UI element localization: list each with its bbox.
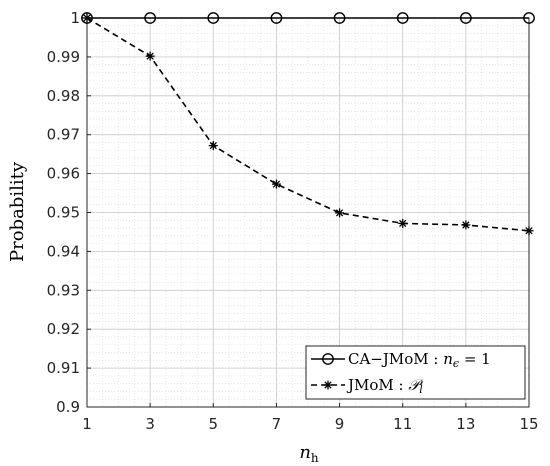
legend-label-series-1: CA−JMoM : nϵ = 1 <box>348 350 491 370</box>
x-tick-label: 11 <box>393 415 412 433</box>
y-tick-label: 0.91 <box>47 359 80 377</box>
series-2-point <box>524 226 534 236</box>
series-2-point <box>271 179 281 189</box>
y-tick-label: 0.9 <box>56 398 80 416</box>
y-tick-label: 0.93 <box>47 281 80 299</box>
legend-label-series-1-sub: ϵ <box>453 357 459 370</box>
series-1-point <box>333 12 346 24</box>
series-1-point <box>144 12 157 24</box>
legend-label-series-2-text: JMoM : <box>346 376 408 394</box>
legend-label-series-1-rest: = 1 <box>459 350 491 368</box>
x-tick-label: 3 <box>145 415 155 433</box>
series-layer <box>81 12 535 236</box>
series-2-point <box>82 13 92 23</box>
y-tick-label: 0.92 <box>47 320 80 338</box>
series-2-point <box>145 51 155 61</box>
x-tick-label: 13 <box>456 415 475 433</box>
x-axis-label-main: n <box>299 442 311 463</box>
legend-box <box>305 345 526 400</box>
series-1-point <box>523 12 535 24</box>
y-tick-label: 0.96 <box>47 165 80 183</box>
x-axis-label-sub: h <box>311 451 319 465</box>
x-axis-ticks: 1 3 5 7 9 11 13 15 <box>82 403 539 433</box>
legend-label-series-2: JMoM : 𝒫l <box>346 376 423 396</box>
series-1-point <box>270 12 283 24</box>
legend-marker-series-1 <box>322 353 334 365</box>
legend-label-series-2-sub: l <box>419 383 423 396</box>
legend-label-series-1-math: n <box>443 350 453 368</box>
x-tick-label: 9 <box>335 415 345 433</box>
x-tick-label: 7 <box>272 415 282 433</box>
series-2-point <box>398 218 408 228</box>
x-tick-label: 5 <box>209 415 219 433</box>
series-1-point <box>207 12 220 24</box>
legend-asterisk-icon <box>323 380 333 390</box>
series-1-point <box>81 12 93 24</box>
y-axis-ticks: 0.9 0.91 0.92 0.93 0.94 0.95 0.96 0.97 0.98 0.99 1 <box>47 9 91 416</box>
series-2-point <box>461 220 471 230</box>
y-axis-label: Probability <box>7 161 28 262</box>
series-2-point <box>208 141 218 151</box>
x-tick-label: 1 <box>82 415 92 433</box>
x-tick-label: 15 <box>519 415 538 433</box>
y-tick-label: 0.95 <box>47 204 80 222</box>
y-tick-label: 0.99 <box>47 48 80 66</box>
legend: CA−JMoM : nϵ = 1 JMoM : 𝒫l <box>305 345 526 400</box>
series-1-point <box>396 12 409 24</box>
y-tick-label: 0.98 <box>47 87 80 105</box>
x-axis-label: nh <box>299 442 319 465</box>
y-tick-label: 0.97 <box>47 126 80 144</box>
y-tick-label: 0.94 <box>47 242 80 260</box>
legend-label-series-1-text: CA−JMoM : <box>348 350 443 368</box>
series-2-point <box>335 208 345 218</box>
series-2-line <box>86 17 530 232</box>
series-1-point <box>459 12 472 24</box>
y-tick-label: 1 <box>70 9 80 27</box>
legend-marker-series-2 <box>323 380 333 390</box>
